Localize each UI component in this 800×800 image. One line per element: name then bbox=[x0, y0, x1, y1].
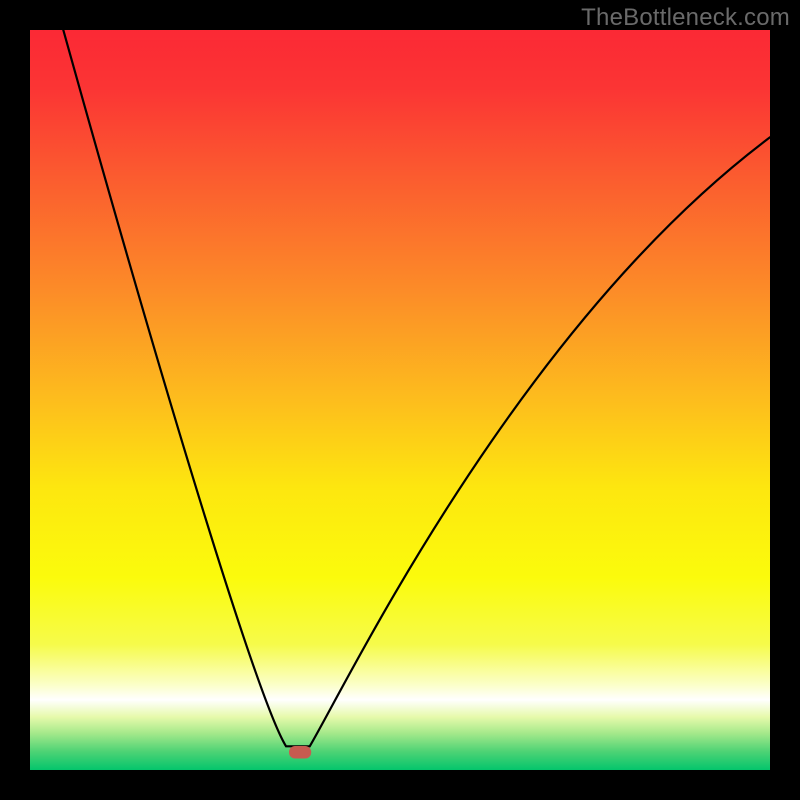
watermark-text: TheBottleneck.com bbox=[581, 4, 790, 32]
current-position-marker bbox=[289, 746, 311, 759]
plot-background bbox=[30, 30, 770, 770]
bottleneck-chart-svg bbox=[0, 0, 800, 800]
chart-stage: TheBottleneck.com bbox=[0, 0, 800, 800]
